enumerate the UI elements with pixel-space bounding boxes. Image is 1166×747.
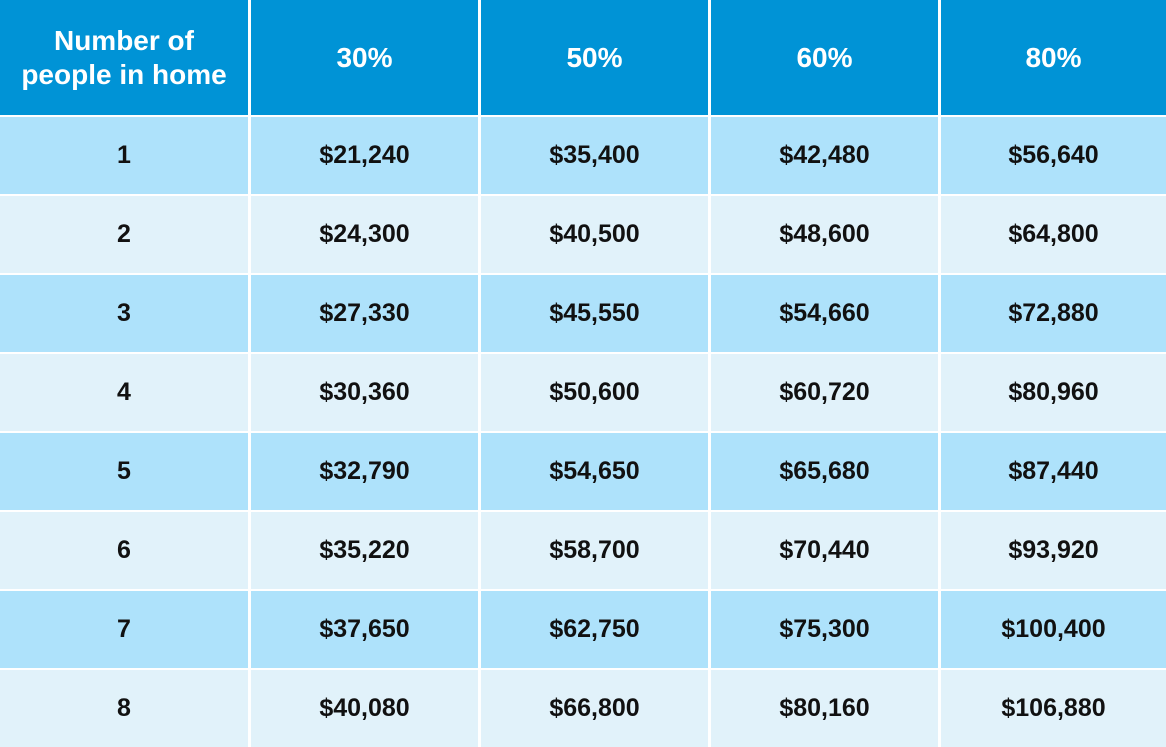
table-cell-60-percent: $70,440: [711, 512, 938, 589]
table-cell-50-percent: $58,700: [481, 512, 708, 589]
table-cell-household-size: 2: [0, 196, 248, 273]
table-cell-50-percent: $45,550: [481, 275, 708, 352]
table-cell-80-percent: $72,880: [941, 275, 1166, 352]
table-cell-household-size: 8: [0, 670, 248, 747]
table-cell-60-percent: $75,300: [711, 591, 938, 668]
table-cell-30-percent: $35,220: [251, 512, 478, 589]
table-cell-50-percent: $66,800: [481, 670, 708, 747]
table-cell-60-percent: $42,480: [711, 117, 938, 194]
table-cell-50-percent: $35,400: [481, 117, 708, 194]
header-50-percent: 50%: [481, 0, 708, 115]
table-cell-80-percent: $64,800: [941, 196, 1166, 273]
table-cell-50-percent: $50,600: [481, 354, 708, 431]
table-cell-80-percent: $106,880: [941, 670, 1166, 747]
header-30-percent: 30%: [251, 0, 478, 115]
table-cell-80-percent: $56,640: [941, 117, 1166, 194]
table-cell-50-percent: $62,750: [481, 591, 708, 668]
table-cell-50-percent: $40,500: [481, 196, 708, 273]
table-cell-60-percent: $48,600: [711, 196, 938, 273]
header-60-percent: 60%: [711, 0, 938, 115]
table-cell-30-percent: $27,330: [251, 275, 478, 352]
table-cell-household-size: 7: [0, 591, 248, 668]
table-cell-household-size: 4: [0, 354, 248, 431]
table-cell-30-percent: $24,300: [251, 196, 478, 273]
table-cell-60-percent: $80,160: [711, 670, 938, 747]
table-cell-80-percent: $100,400: [941, 591, 1166, 668]
table-cell-30-percent: $40,080: [251, 670, 478, 747]
table-cell-50-percent: $54,650: [481, 433, 708, 510]
table-cell-household-size: 1: [0, 117, 248, 194]
table-cell-80-percent: $80,960: [941, 354, 1166, 431]
table-cell-60-percent: $54,660: [711, 275, 938, 352]
header-household-size: Number of people in home: [0, 0, 248, 115]
table-cell-30-percent: $21,240: [251, 117, 478, 194]
table-cell-80-percent: $87,440: [941, 433, 1166, 510]
table-cell-60-percent: $65,680: [711, 433, 938, 510]
table-cell-household-size: 6: [0, 512, 248, 589]
table-cell-30-percent: $30,360: [251, 354, 478, 431]
table-cell-household-size: 5: [0, 433, 248, 510]
table-cell-30-percent: $37,650: [251, 591, 478, 668]
header-80-percent: 80%: [941, 0, 1166, 115]
table-cell-80-percent: $93,920: [941, 512, 1166, 589]
table-cell-household-size: 3: [0, 275, 248, 352]
table-cell-60-percent: $60,720: [711, 354, 938, 431]
table-cell-30-percent: $32,790: [251, 433, 478, 510]
